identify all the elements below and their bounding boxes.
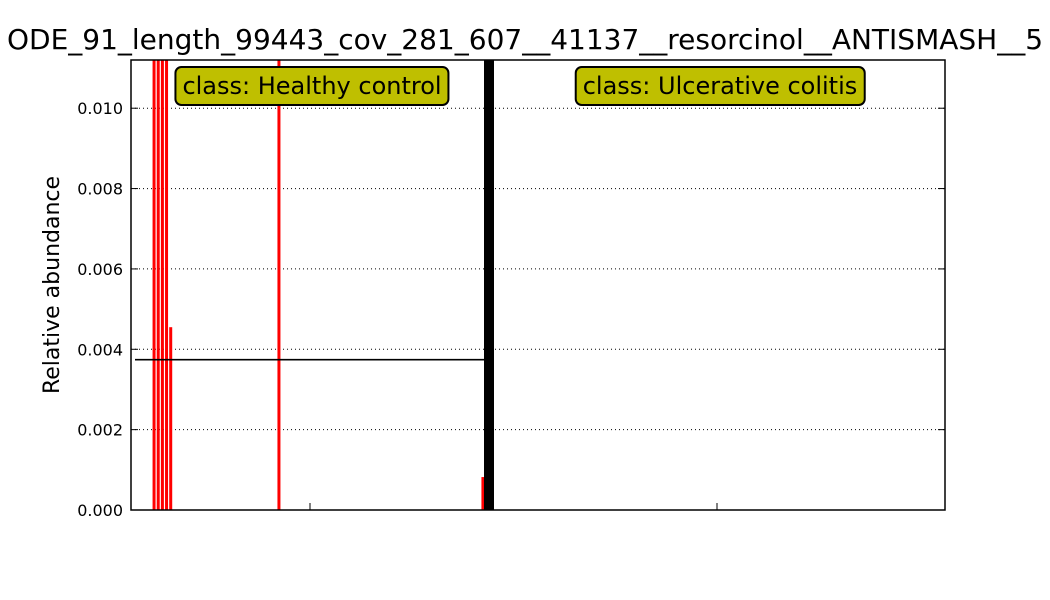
bar (481, 477, 485, 510)
y-tick-label: 0.006 (77, 260, 123, 279)
bar (277, 60, 281, 510)
bars-layer (152, 60, 485, 510)
class-label-healthy-control: class: Healthy control (174, 66, 450, 106)
bar (160, 60, 164, 510)
class-separator (484, 60, 494, 510)
plot-frame (130, 59, 946, 511)
bar (165, 60, 169, 510)
axes (130, 59, 946, 511)
y-tick-label: 0.004 (77, 340, 123, 359)
y-tick-label: 0.010 (77, 99, 123, 118)
y-axis-label: Relative abundance (40, 176, 65, 394)
y-tick-label: 0.008 (77, 180, 123, 199)
bar (152, 60, 156, 510)
bar (169, 327, 173, 510)
y-tick-label: 0.000 (77, 501, 123, 520)
grid-lines (131, 107, 945, 431)
class-label-ulcerative-colitis: class: Ulcerative colitis (574, 66, 866, 106)
bar (156, 60, 160, 510)
y-ticks: 0.000 0.002 0.004 0.006 0.008 0.010 (77, 99, 945, 520)
chart-title: ODE_91_length_99443_cov_281_607__41137__… (6, 23, 1044, 56)
y-tick-label: 0.002 (77, 421, 123, 440)
